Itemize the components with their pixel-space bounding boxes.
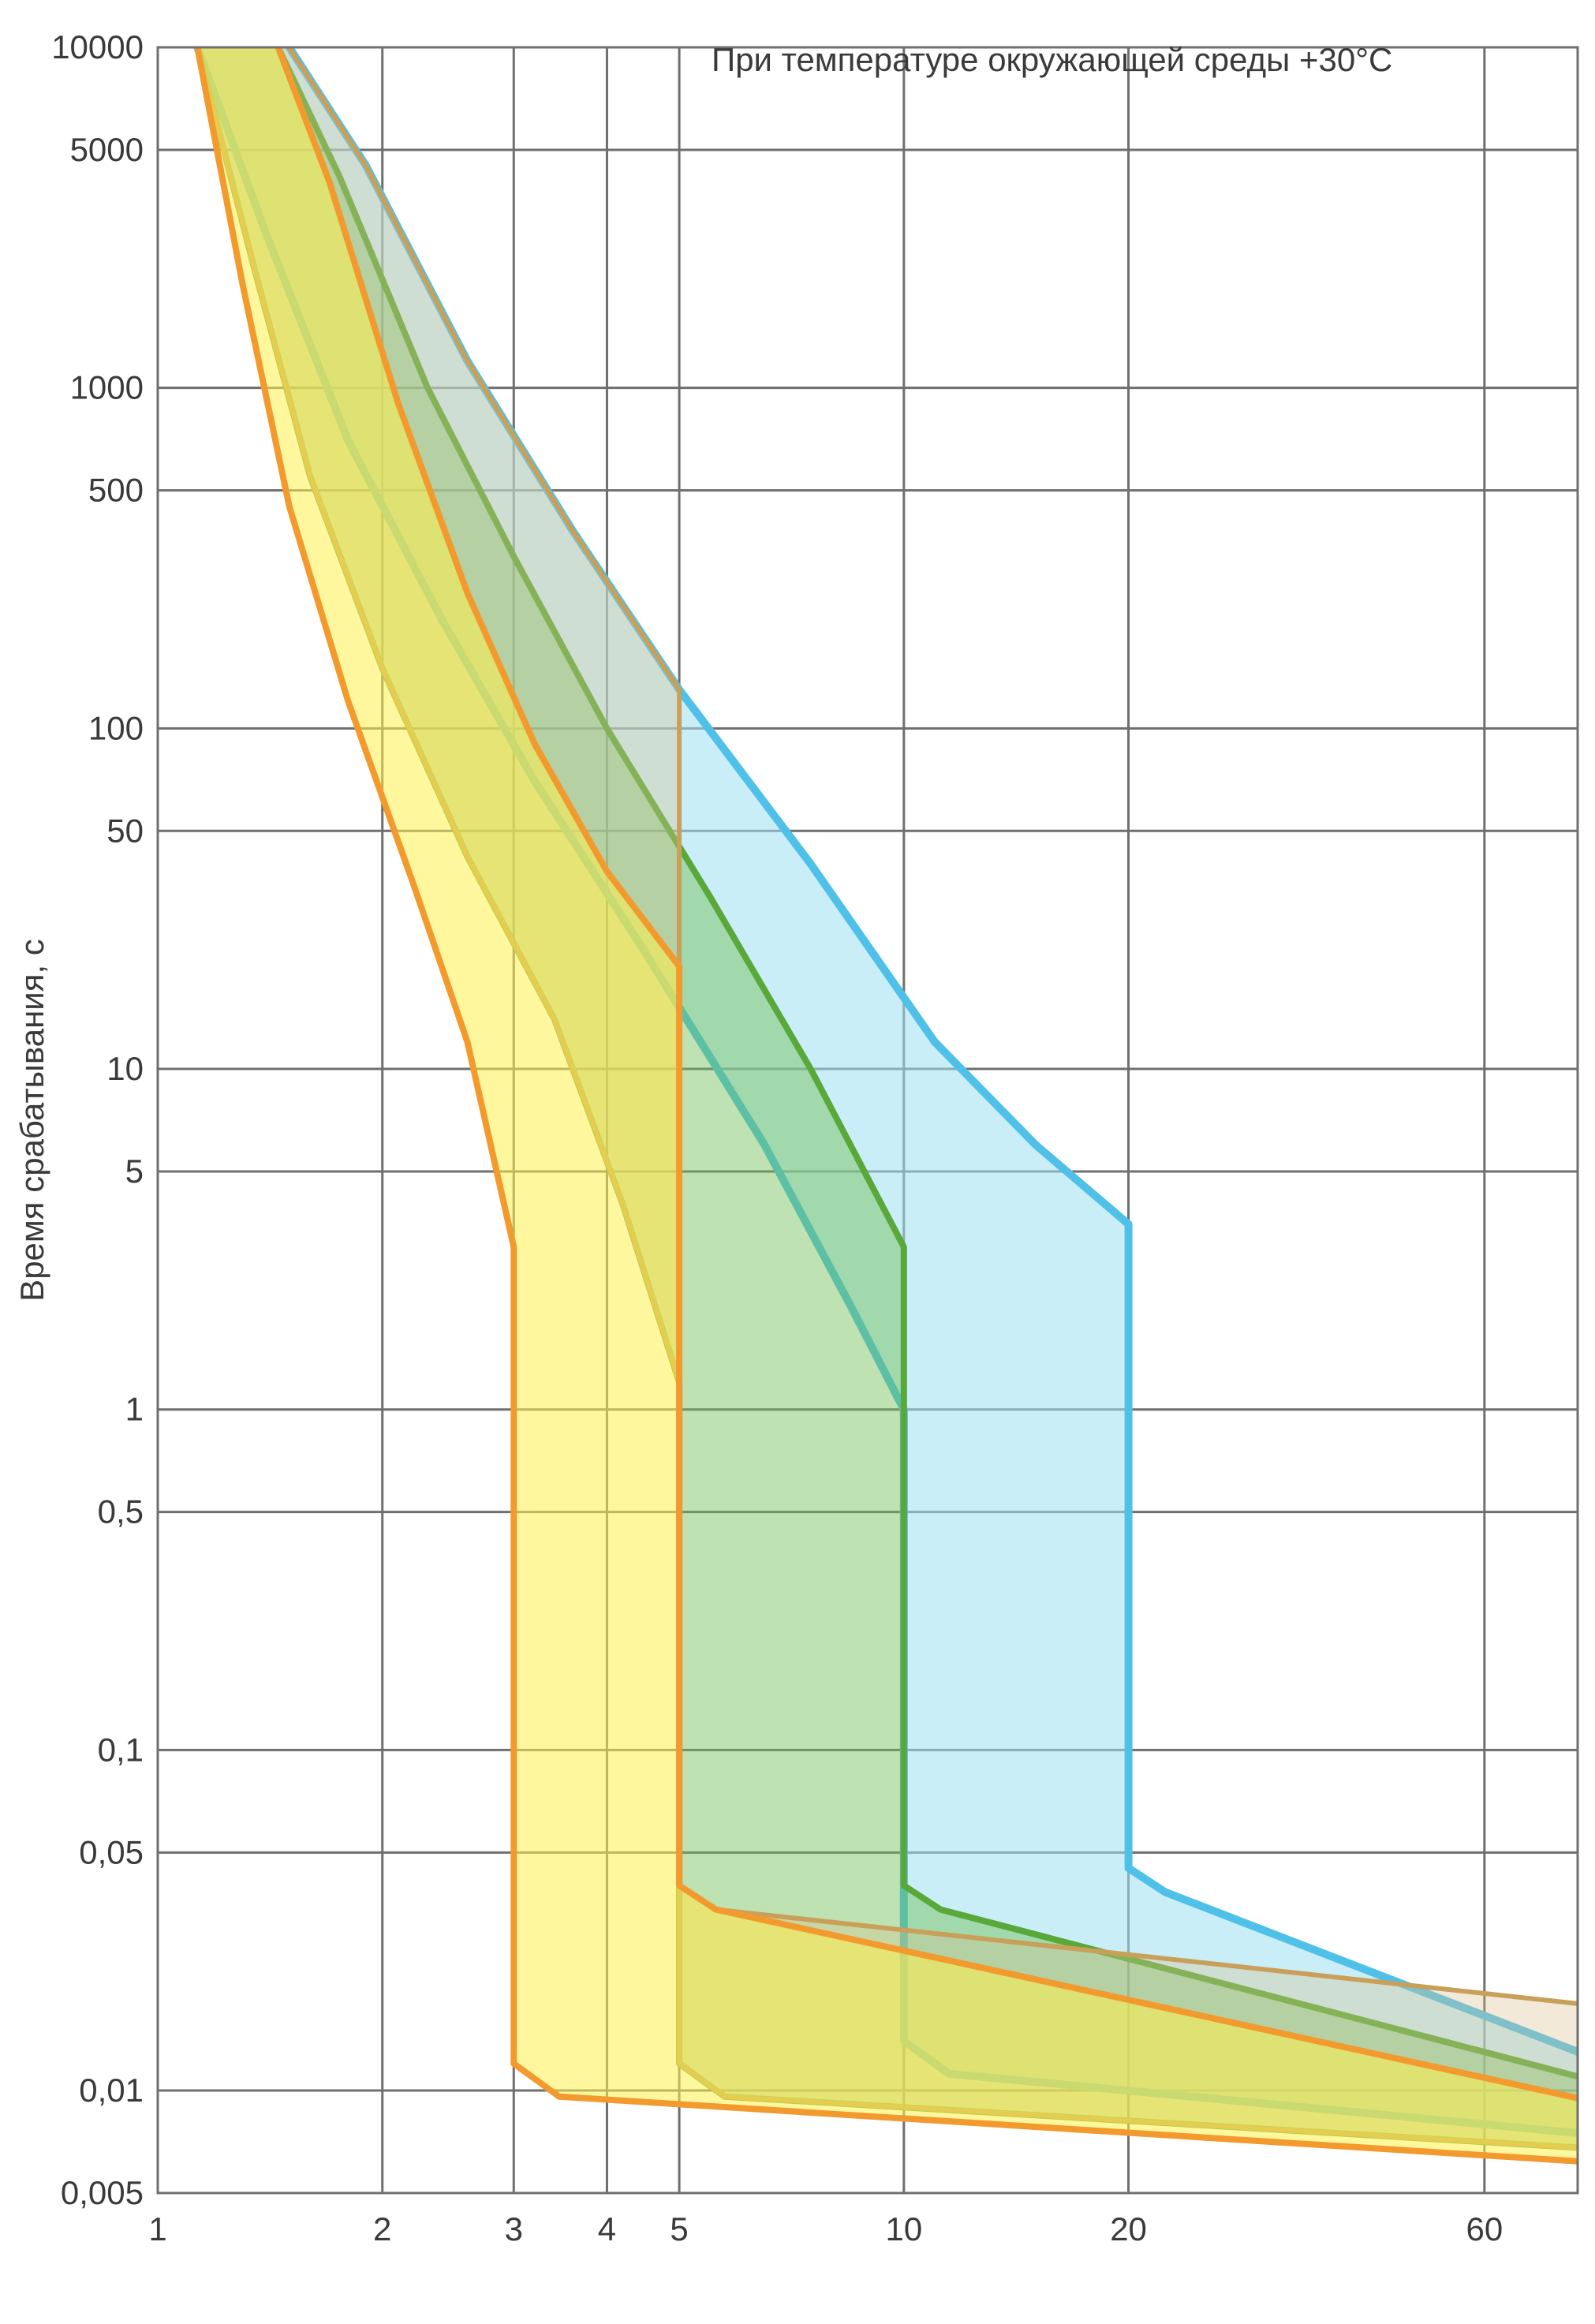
chart-container: { "chart":{ "type":"time-current-trippin… <box>0 0 1595 2324</box>
y-tick-label: 5000 <box>70 131 144 168</box>
x-tick-label: 5 <box>670 2210 688 2247</box>
y-tick-label: 1 <box>125 1391 144 1428</box>
y-tick-label: 0,5 <box>98 1493 144 1530</box>
x-tick-label: 2 <box>373 2210 391 2247</box>
y-tick-label: 5 <box>125 1153 144 1190</box>
y-tick-label: 0,005 <box>61 2174 144 2211</box>
y-axis-label: Время срабатывания, с <box>13 939 50 1302</box>
y-tick-label: 0,05 <box>79 1833 144 1870</box>
y-tick-label: 0,1 <box>98 1731 144 1768</box>
y-tick-label: 0,01 <box>79 2072 144 2109</box>
x-tick-label: 3 <box>505 2210 523 2247</box>
y-tick-label: 10 <box>106 1050 144 1087</box>
y-tick-label: 1000 <box>70 369 144 406</box>
y-tick-label: 10000 <box>51 28 144 65</box>
x-tick-label: 20 <box>1110 2210 1147 2247</box>
chart-svg: 0,005 0,01 0,05 0,1 0,5 1 5 10 50 100 500 1000 5000 1… <box>0 0 1595 2324</box>
y-tick-label: 50 <box>106 812 144 849</box>
y-tick-label: 500 <box>88 472 144 509</box>
x-tick-label: 60 <box>1466 2210 1503 2247</box>
y-tick-label: 100 <box>88 709 144 746</box>
annotation-ambient-temp: При температуре окружающей среды +30°С <box>712 41 1392 78</box>
x-tick-label: 1 <box>148 2210 166 2247</box>
x-tick-label: 10 <box>885 2210 922 2247</box>
x-tick-label: 4 <box>598 2210 616 2247</box>
